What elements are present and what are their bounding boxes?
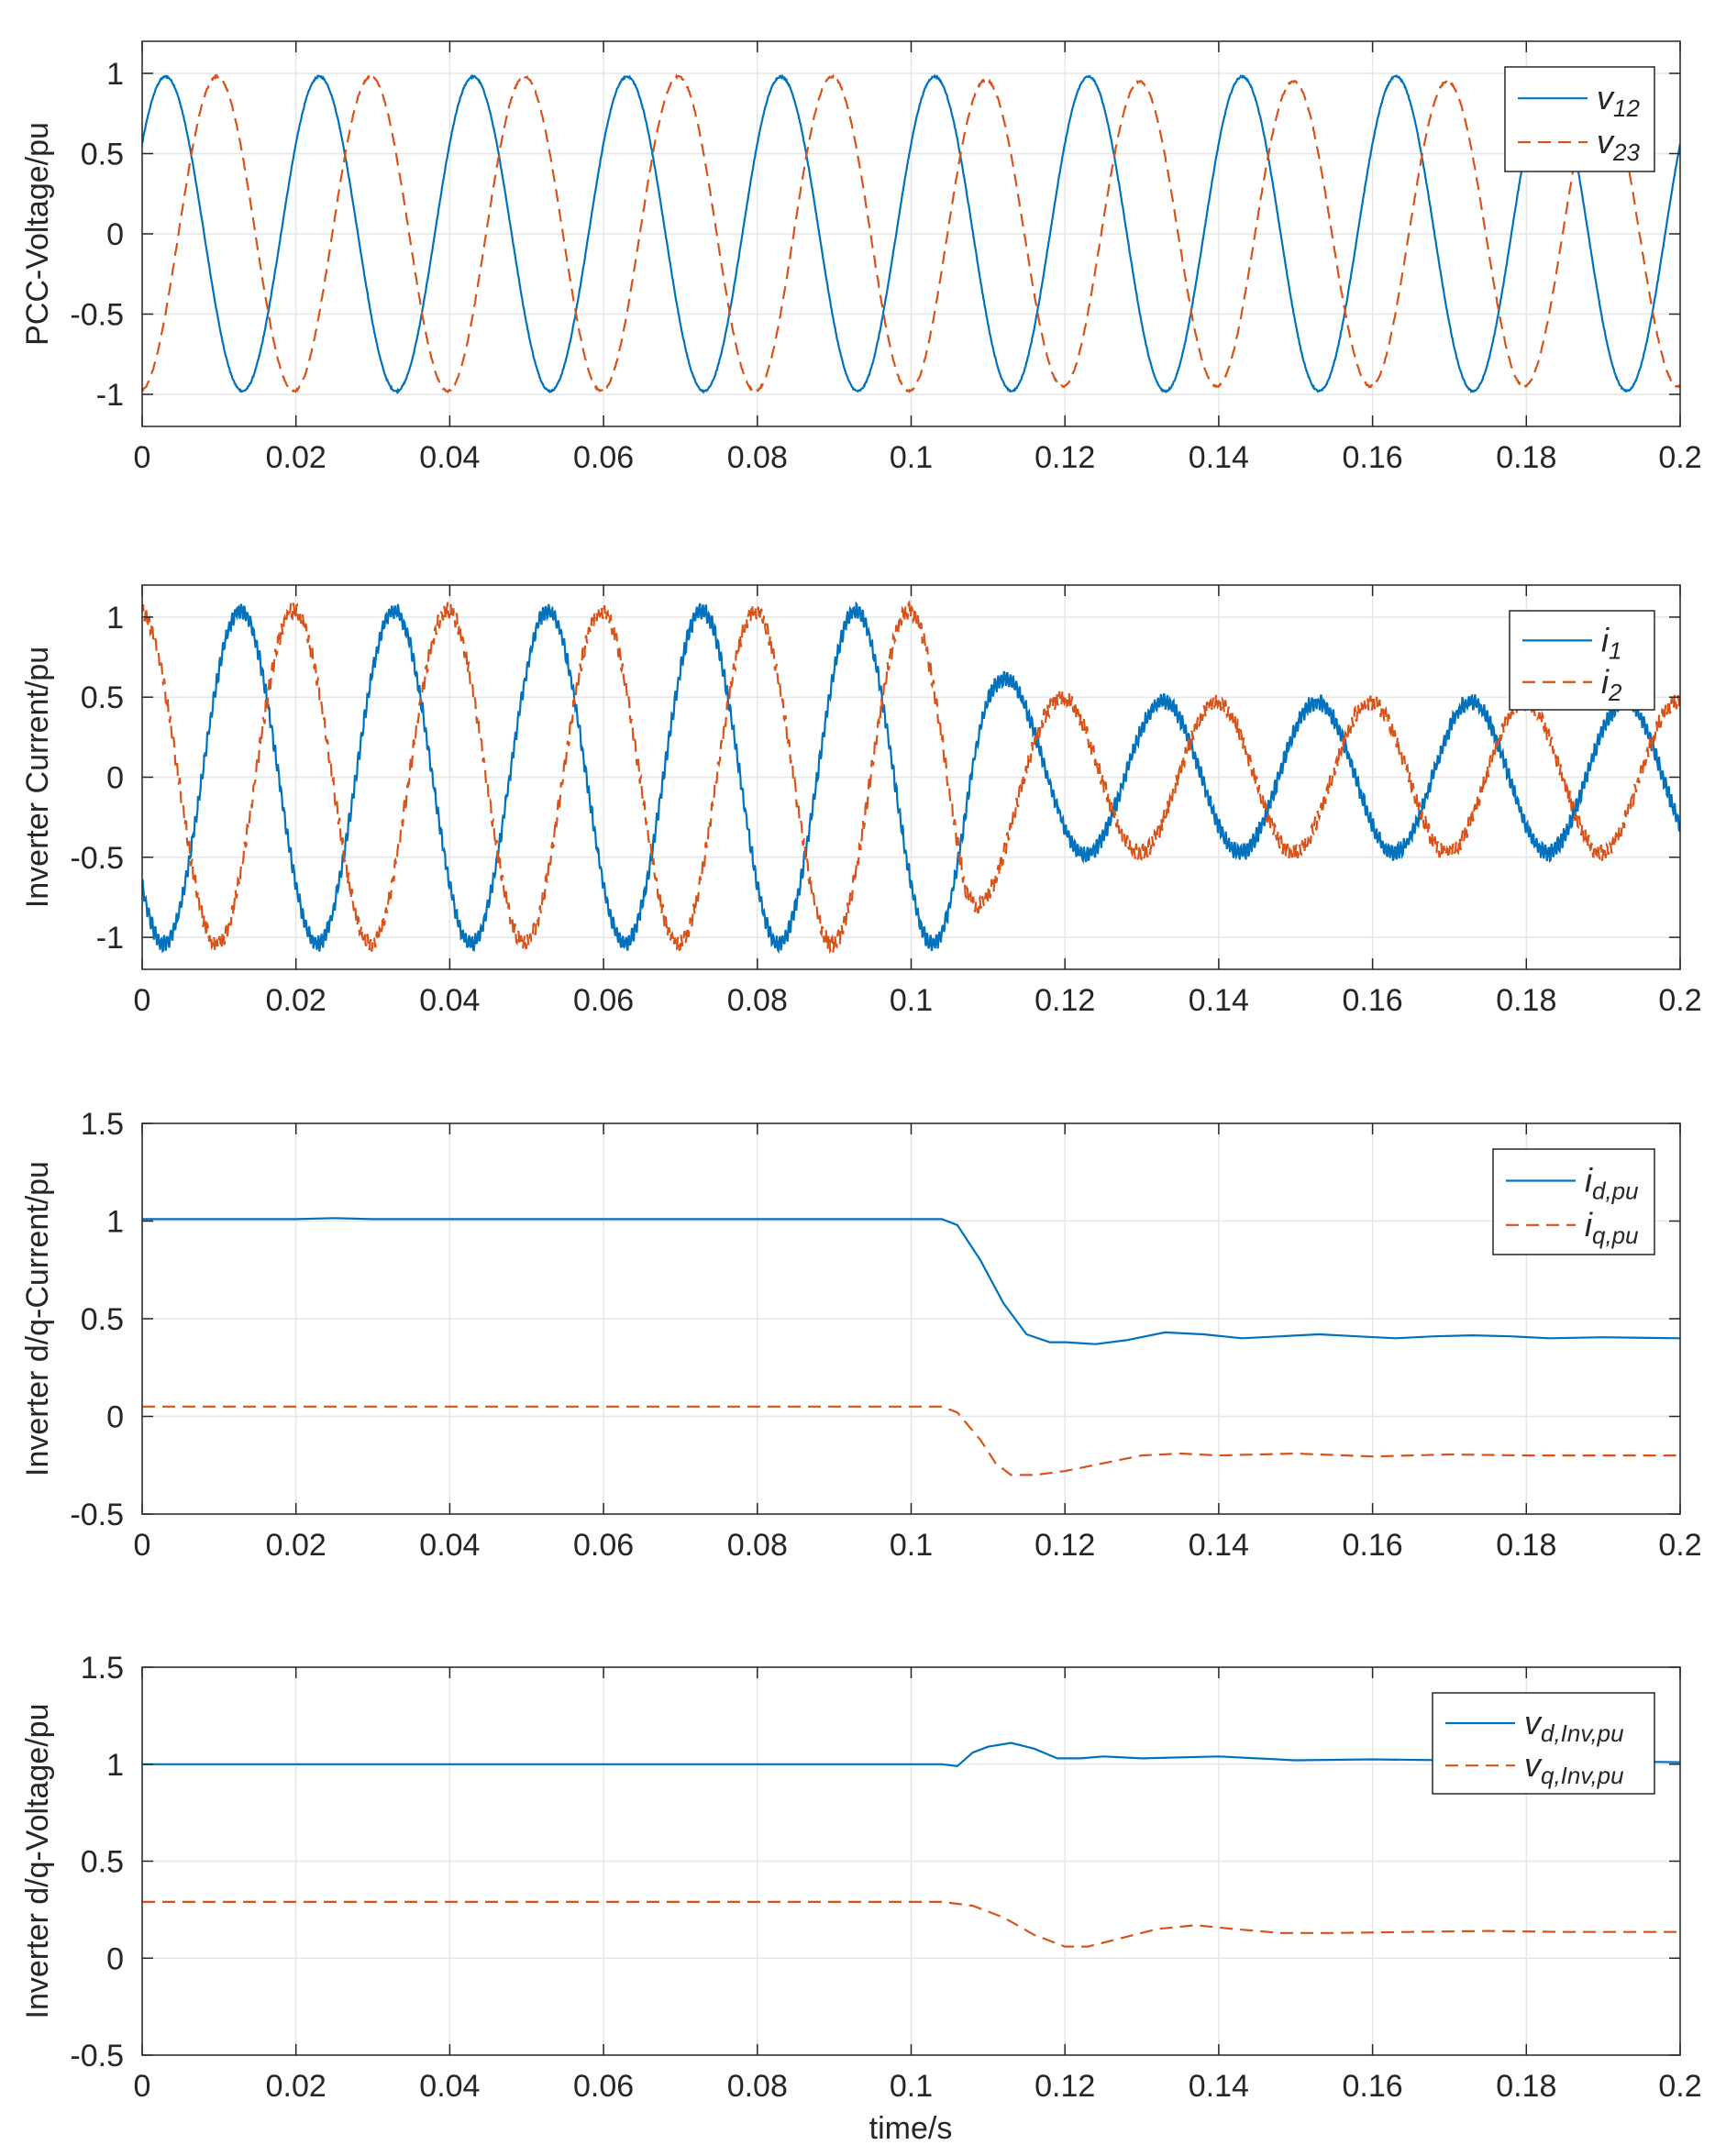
x-tick-label: 0 [134, 2069, 151, 2104]
series-line-i1 [142, 601, 1680, 955]
legend-entry-v23: v23 [1597, 123, 1640, 166]
x-tick-label: 0.18 [1496, 983, 1556, 1018]
series-line-i2 [142, 599, 1680, 955]
chart-panel-2: 0 0.02 0.04 0.06 0.08 0.1 0.12 0.14 0.16 0.18 0.2 -… [20, 584, 1702, 1018]
legend-entry-v_q,Inv,pu: vq,Inv,pu [1524, 1746, 1624, 1789]
series-line-i_q,pu [142, 1405, 1680, 1476]
y-tick-label: 0.5 [81, 680, 124, 715]
legend-entry-i1: i1 [1601, 621, 1621, 664]
x-tick-label: 0.18 [1496, 440, 1556, 475]
y-axis-label: Inverter Current/pu [20, 647, 55, 908]
legend-entry-v_d,Inv,pu: vd,Inv,pu [1524, 1704, 1624, 1747]
x-tick-label: 0.08 [727, 440, 788, 475]
chart-panel-3: 0 0.02 0.04 0.06 0.08 0.1 0.12 0.14 0.16 0.18 0.2 -… [20, 1107, 1702, 1563]
y-tick-label: 1 [106, 601, 124, 636]
x-tick-label: 0.2 [1658, 1528, 1701, 1563]
x-tick-label: 0 [134, 440, 151, 475]
legend-box [1432, 1692, 1655, 1795]
legend-entry-i_q,pu: iq,pu [1585, 1206, 1639, 1249]
x-tick-label: 0.06 [573, 440, 634, 475]
legend-entry-i2: i2 [1601, 663, 1622, 706]
y-tick-label: 1.5 [81, 1107, 124, 1142]
x-tick-label: 0.06 [573, 983, 634, 1018]
x-tick-label: 0.08 [727, 2069, 788, 2104]
x-tick-label: 0.12 [1034, 2069, 1095, 2104]
x-tick-label: 0.04 [419, 440, 480, 475]
x-tick-label: 0.06 [573, 2069, 634, 2104]
chart-panel-4: 0 0.02 0.04 0.06 0.08 0.1 0.12 0.14 0.16 0.18 0.2 -… [20, 1651, 1702, 2104]
x-tick-label: 0.02 [266, 440, 326, 475]
x-tick-label: 0 [134, 983, 151, 1018]
x-tick-label: 0.16 [1343, 440, 1403, 475]
y-tick-label: -1 [96, 378, 124, 413]
y-axis-label: PCC-Voltage/pu [20, 122, 55, 346]
series-line-i_d,pu [142, 1217, 1680, 1345]
x-tick-label: 0.02 [266, 2069, 326, 2104]
x-tick-label: 0.1 [890, 1528, 933, 1563]
x-tick-label: 0.04 [419, 1528, 480, 1563]
chart-panel-1: 0 0.02 0.04 0.06 0.08 0.1 0.12 0.14 0.16 0.18 0.2 -… [20, 40, 1702, 475]
x-tick-label: 0.08 [727, 1528, 788, 1563]
x-tick-label: 0.04 [419, 2069, 480, 2104]
x-tick-label: 0.18 [1496, 1528, 1556, 1563]
y-tick-label: 0.5 [81, 1302, 124, 1337]
x-tick-label: 0.14 [1189, 440, 1249, 475]
series-line-v_q,Inv,pu [142, 1900, 1680, 1948]
series-line-v23 [142, 72, 1680, 394]
legend-entry-i_d,pu: id,pu [1585, 1162, 1639, 1205]
x-tick-label: 0.12 [1034, 983, 1095, 1018]
x-tick-label: 0.08 [727, 983, 788, 1018]
x-tick-label: 0.1 [890, 2069, 933, 2104]
y-tick-label: 0 [106, 217, 124, 252]
y-tick-label: 1 [106, 57, 124, 92]
x-axis-label: time/s [869, 2111, 953, 2146]
legend-box [1504, 66, 1655, 172]
y-tick-label: 0 [106, 761, 124, 796]
x-tick-label: 0.02 [266, 1528, 326, 1563]
x-tick-label: 0.04 [419, 983, 480, 1018]
y-tick-label: 0.5 [81, 138, 124, 172]
x-tick-label: 0.14 [1189, 1528, 1249, 1563]
y-tick-label: 1.5 [81, 1651, 124, 1686]
legend-box [1492, 1148, 1655, 1255]
y-tick-label: -0.5 [70, 2039, 124, 2073]
y-tick-label: -0.5 [70, 1498, 124, 1532]
x-tick-label: 0.1 [890, 983, 933, 1018]
y-tick-label: 0.5 [81, 1845, 124, 1880]
panels: 0 0.02 0.04 0.06 0.08 0.1 0.12 0.14 0.16 0.18 0.2 -… [20, 40, 1702, 2104]
x-tick-label: 0.18 [1496, 2069, 1556, 2104]
y-tick-label: -1 [96, 921, 124, 956]
x-tick-label: 0.12 [1034, 1528, 1095, 1563]
x-tick-label: 0.14 [1189, 983, 1249, 1018]
x-tick-label: 0.2 [1658, 2069, 1701, 2104]
x-tick-label: 0.16 [1343, 2069, 1403, 2104]
legend-box [1509, 610, 1655, 711]
y-tick-label: 1 [106, 1205, 124, 1240]
y-tick-label: -0.5 [70, 298, 124, 333]
x-tick-label: 0.16 [1343, 983, 1403, 1018]
x-tick-label: 0.16 [1343, 1528, 1403, 1563]
y-tick-label: -0.5 [70, 841, 124, 876]
x-tick-label: 0.2 [1658, 983, 1701, 1018]
y-tick-label: 0 [106, 1941, 124, 1976]
x-tick-label: 0.14 [1189, 2069, 1249, 2104]
y-tick-label: 1 [106, 1748, 124, 1783]
x-tick-label: 0.2 [1658, 440, 1701, 475]
x-tick-label: 0.06 [573, 1528, 634, 1563]
x-tick-label: 0 [134, 1528, 151, 1563]
series-line-v12 [142, 73, 1680, 394]
y-axis-label: Inverter d/q-Voltage/pu [20, 1703, 55, 2018]
x-tick-label: 0.02 [266, 983, 326, 1018]
x-tick-label: 0.1 [890, 440, 933, 475]
y-tick-label: 0 [106, 1400, 124, 1435]
y-axis-label: Inverter d/q-Current/pu [20, 1161, 55, 1476]
legend-entry-v12: v12 [1597, 79, 1640, 122]
x-tick-label: 0.12 [1034, 440, 1095, 475]
